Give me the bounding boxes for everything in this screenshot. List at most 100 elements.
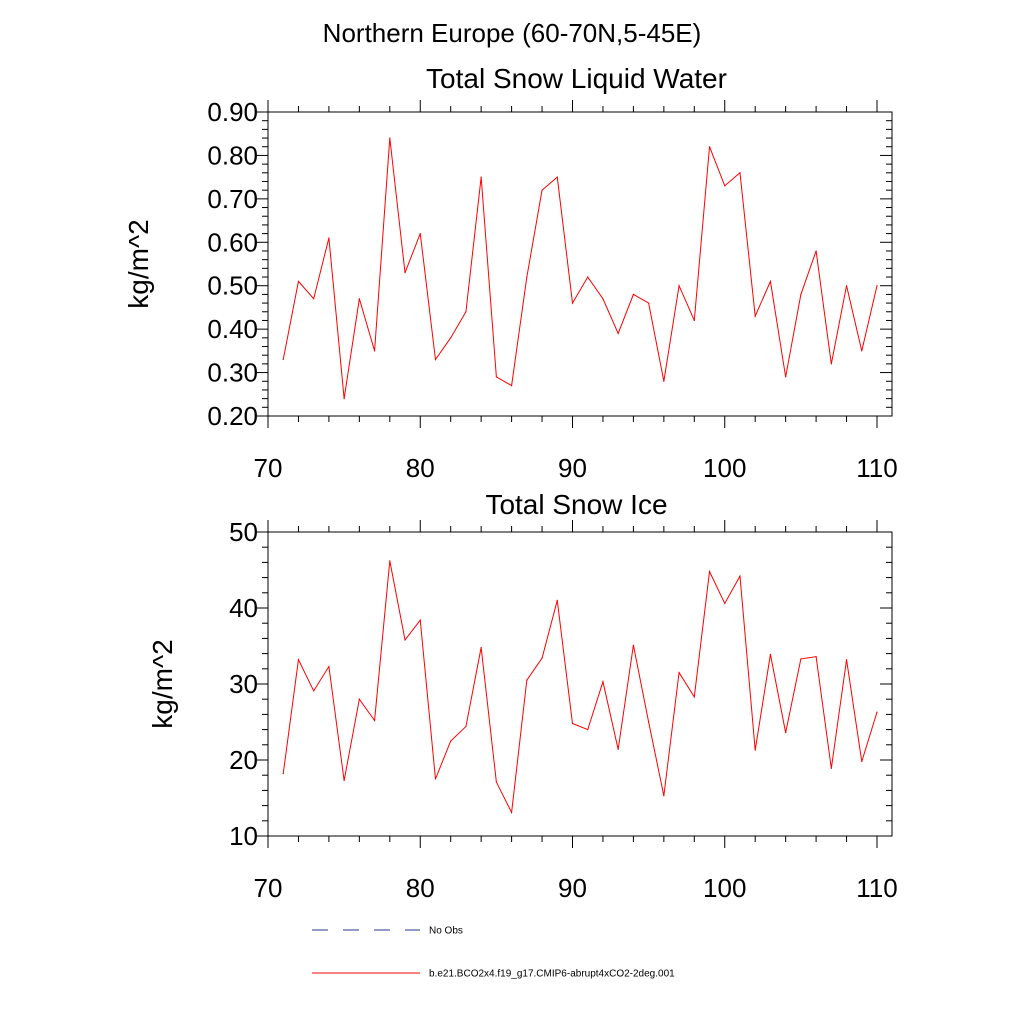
- data-point: [328, 237, 330, 239]
- legend-item-1: No Obs: [312, 926, 463, 937]
- data-point: [876, 285, 878, 287]
- data-point: [724, 602, 726, 605]
- data-point: [678, 285, 680, 287]
- data-point: [419, 233, 421, 235]
- data-point: [450, 337, 452, 339]
- data-point: [632, 293, 635, 295]
- chart-title: Total Snow Liquid Water: [426, 63, 727, 94]
- y-tick-label: 40: [229, 593, 258, 623]
- y-tick-label: 0.40: [207, 314, 258, 344]
- data-point: [663, 380, 665, 382]
- data-point: [419, 619, 421, 621]
- data-point: [708, 570, 711, 573]
- x-tick-label: 110: [856, 873, 897, 903]
- data-point: [389, 560, 391, 562]
- data-point: [845, 659, 848, 661]
- data-point: [358, 298, 360, 300]
- data-point: [526, 276, 528, 278]
- data-point: [282, 773, 284, 775]
- x-tick-label: 80: [406, 873, 435, 903]
- data-point: [587, 276, 589, 278]
- x-tick-label: 70: [254, 873, 283, 903]
- data-point: [556, 599, 558, 602]
- legend-item-2: b.e21.BCO2x4.f19_g17.CMIP6-abrupt4xCO2-2…: [312, 969, 675, 980]
- data-point: [389, 137, 391, 139]
- data-point: [343, 779, 345, 782]
- data-point: [404, 272, 406, 274]
- data-point: [465, 311, 467, 313]
- data-point: [343, 398, 345, 400]
- data-point: [632, 644, 635, 646]
- plot-frame: [267, 111, 893, 417]
- data-point: [373, 350, 376, 352]
- data-point: [328, 665, 330, 668]
- y-axis-label: kg/m^2: [147, 639, 178, 728]
- x-tick-label: 80: [406, 453, 435, 483]
- data-point: [297, 659, 300, 661]
- data-point: [815, 250, 817, 252]
- data-point: [663, 795, 665, 797]
- data-point: [724, 185, 726, 187]
- data-point: [434, 358, 437, 361]
- legend-label: b.e21.BCO2x4.f19_g17.CMIP6-abrupt4xCO2-2…: [429, 969, 675, 980]
- chart-panel-2: Total Snow Ice 10 20 30 40 50 70 80 90 100 110 kg/m…: [147, 489, 898, 903]
- data-point: [739, 172, 741, 174]
- data-point: [541, 657, 543, 659]
- legend-label: No Obs: [429, 926, 463, 937]
- data-point: [297, 280, 300, 282]
- data-point: [313, 690, 315, 692]
- data-point: [785, 732, 787, 734]
- data-point: [526, 679, 528, 681]
- data-point: [556, 176, 558, 178]
- data-point: [571, 722, 574, 725]
- data-point: [678, 672, 680, 674]
- y-tick-label: 0.70: [207, 184, 258, 214]
- y-tick-label: 20: [229, 745, 258, 775]
- data-point: [648, 302, 650, 304]
- data-point: [602, 681, 604, 683]
- data-point: [693, 696, 695, 698]
- data-point: [495, 376, 497, 378]
- data-point: [708, 146, 711, 148]
- data-point: [480, 176, 482, 178]
- chart-panel-1: Total Snow Liquid Water 0.20 0.30 0.40 0.50 0…: [123, 63, 898, 483]
- data-point: [769, 653, 772, 655]
- y-axis-label: kg/m^2: [123, 219, 154, 308]
- main-title: Northern Europe (60-70N,5-45E): [323, 18, 702, 48]
- data-point: [754, 315, 756, 317]
- data-point: [480, 646, 482, 649]
- data-point: [845, 285, 848, 287]
- data-point: [602, 298, 604, 300]
- data-point: [876, 711, 878, 713]
- data-point: [739, 575, 741, 577]
- data-point: [495, 781, 497, 783]
- y-tick-label: 10: [229, 821, 258, 851]
- data-point: [282, 358, 284, 361]
- y-tick-label: 0.20: [207, 401, 258, 431]
- series-line: [282, 138, 878, 399]
- data-point: [830, 767, 832, 769]
- data-point: [465, 725, 467, 728]
- y-tick-label: 30: [229, 669, 258, 699]
- data-point: [541, 189, 543, 191]
- data-point: [754, 749, 756, 751]
- data-point: [785, 376, 787, 378]
- series-line: [282, 560, 878, 815]
- data-point: [313, 298, 315, 300]
- y-tick-label: 50: [229, 517, 258, 547]
- data-point: [617, 332, 619, 335]
- data-point: [861, 350, 863, 352]
- x-tick-label: 100: [703, 873, 746, 903]
- data-point: [769, 280, 772, 282]
- x-tick-label: 110: [856, 453, 897, 483]
- data-point: [830, 363, 832, 365]
- data-point: [373, 719, 376, 722]
- data-point: [648, 721, 650, 723]
- x-tick-label: 70: [254, 453, 283, 483]
- data-point: [800, 293, 802, 295]
- data-point: [358, 698, 360, 700]
- data-point: [693, 319, 695, 322]
- data-point: [571, 302, 574, 304]
- y-tick-label: 0.90: [207, 97, 258, 127]
